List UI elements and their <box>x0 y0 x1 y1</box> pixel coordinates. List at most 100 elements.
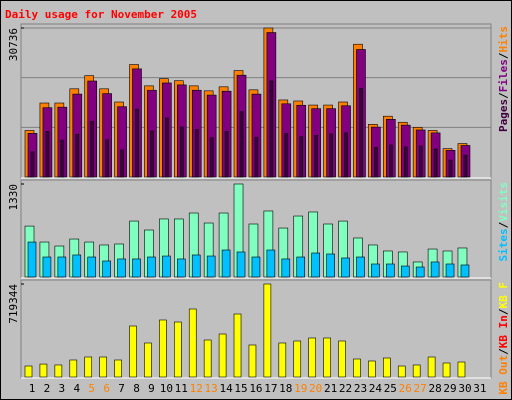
bar <box>24 365 33 378</box>
legend-entry: Files <box>497 59 510 92</box>
bar <box>87 256 97 278</box>
bar <box>371 263 380 278</box>
bar <box>75 134 80 178</box>
bar <box>353 358 361 378</box>
x-tick-label: 11 <box>175 382 188 395</box>
bar <box>460 264 470 278</box>
bar <box>266 249 276 278</box>
legend-entry: Hits <box>497 26 510 53</box>
bar <box>445 263 455 278</box>
bar <box>180 126 184 178</box>
bar <box>326 253 335 278</box>
bar <box>69 359 78 378</box>
bar <box>344 132 348 178</box>
x-tick-label: 29 <box>443 382 456 395</box>
bar <box>389 144 393 178</box>
legend: KB Out/KB In/KB F <box>497 282 510 395</box>
x-tick-label: 23 <box>354 382 367 395</box>
x-tick-label: 31 <box>473 382 486 395</box>
y-tick-label: 1330 <box>7 184 20 211</box>
x-tick-label: 14 <box>219 382 233 395</box>
bar <box>269 80 274 178</box>
bar <box>308 337 316 378</box>
bar <box>341 257 350 278</box>
bar <box>147 256 156 278</box>
bar <box>209 137 214 178</box>
bar <box>218 333 227 378</box>
x-tick-label: 13 <box>205 382 218 395</box>
x-tick-label: 7 <box>118 382 125 395</box>
bar <box>383 357 391 378</box>
x-tick-label: 25 <box>384 382 397 395</box>
bar <box>359 87 363 178</box>
bar <box>281 258 291 278</box>
x-tick-label: 18 <box>279 382 292 395</box>
bar <box>278 342 287 378</box>
x-tick-label: 24 <box>369 382 383 395</box>
x-tick-label: 30 <box>458 382 471 395</box>
bar <box>397 365 406 378</box>
x-tick-label: 19 <box>294 382 307 395</box>
bar <box>386 263 395 278</box>
legend-entry: KB Out <box>497 355 510 395</box>
x-tick-label: 1 <box>29 382 36 395</box>
x-tick-label: 4 <box>73 382 80 395</box>
bar <box>254 136 259 178</box>
x-tick-label: 28 <box>428 382 441 395</box>
x-tick-label: 22 <box>339 382 352 395</box>
bar <box>356 256 365 278</box>
bar <box>203 339 212 378</box>
x-tick-label: 16 <box>249 382 262 395</box>
bar <box>102 260 111 278</box>
bar <box>120 149 124 178</box>
x-tick-label: 21 <box>324 382 337 395</box>
bar <box>299 136 304 178</box>
bar <box>114 359 122 378</box>
bar <box>448 159 453 178</box>
bar <box>427 356 436 378</box>
bar <box>457 361 466 378</box>
bar <box>188 308 197 378</box>
bar <box>433 148 438 178</box>
x-tick-label: 15 <box>234 382 247 395</box>
bar <box>84 356 93 378</box>
bar <box>314 135 318 178</box>
x-tick-label: 17 <box>264 382 277 395</box>
bar <box>165 117 169 178</box>
bar <box>27 241 37 278</box>
bar <box>162 255 171 278</box>
bar <box>30 151 35 178</box>
bar <box>105 139 109 178</box>
bar <box>90 120 95 178</box>
bar <box>129 325 137 378</box>
bar <box>150 130 154 178</box>
bar <box>284 133 289 178</box>
bar <box>42 256 52 278</box>
bar <box>251 256 261 278</box>
chart-title: Daily usage for November 2005 <box>5 8 197 21</box>
x-tick-label: 8 <box>133 382 140 395</box>
bar <box>311 252 320 278</box>
legend-separator: / <box>497 221 510 228</box>
bar <box>248 344 257 378</box>
legend-separator: / <box>497 52 510 59</box>
bar <box>191 254 201 278</box>
bar <box>72 254 82 278</box>
x-tick-label: 10 <box>160 382 173 395</box>
bar <box>132 258 141 278</box>
bar <box>293 340 302 378</box>
legend: Pages/Files/Hits <box>497 26 510 132</box>
bar <box>239 111 244 178</box>
bar <box>144 342 152 378</box>
bar <box>415 266 425 278</box>
bar <box>403 146 408 178</box>
bar <box>177 258 186 278</box>
bar <box>329 133 333 178</box>
bar <box>463 154 468 178</box>
bar <box>206 255 216 278</box>
legend: Sites/Visits <box>497 182 510 262</box>
bar <box>135 108 139 178</box>
bar <box>368 360 376 378</box>
bar <box>60 139 65 178</box>
